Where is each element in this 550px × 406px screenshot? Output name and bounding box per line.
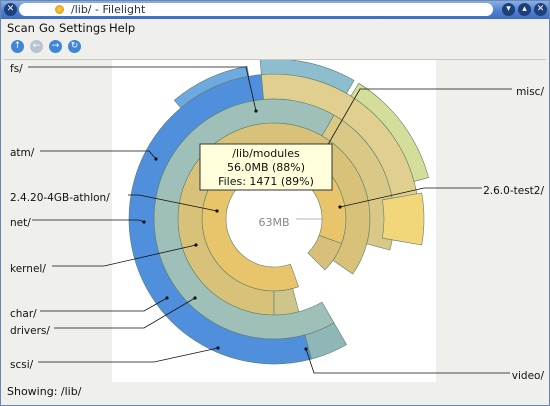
menu-bar: Scan Go Settings Help (1, 19, 549, 37)
minimize-button[interactable]: ▾ (502, 3, 515, 16)
tooltip-files: Files: 1471 (89%) (218, 175, 314, 188)
title-pill: /lib/ - Filelight (19, 3, 493, 16)
close-button[interactable]: ✕ (4, 3, 17, 16)
leader-line-test2 (339, 187, 482, 208)
folder-label-fs[interactable]: fs/ (10, 63, 23, 75)
leader-dot-test2 (338, 205, 342, 209)
segment-ring5-teal[interactable] (304, 322, 347, 360)
radial-map-view[interactable]: fs/atm/2.4.20-4GB-athlon/net/kernel/char… (4, 59, 546, 382)
toolbar: ↑ ← → ↻ (1, 37, 549, 57)
tooltip-path: /lib/modules (232, 147, 300, 160)
segment-fs[interactable] (259, 60, 355, 94)
segment-atm[interactable] (173, 66, 250, 109)
folder-label-athlon[interactable]: 2.4.20-4GB-athlon/ (10, 192, 110, 204)
leader-dot-drivers (193, 296, 197, 300)
maximize-button[interactable]: ▴ (518, 3, 531, 16)
forward-icon[interactable]: → (49, 40, 62, 53)
title-bar[interactable]: ✕ /lib/ - Filelight ▾ ▴ ✕ (1, 1, 549, 19)
tooltip-box (199, 143, 333, 191)
refresh-icon[interactable]: ↻ (68, 40, 81, 53)
folder-label-atm[interactable]: atm/ (10, 147, 35, 159)
leader-line-athlon (128, 194, 218, 212)
leader-line-scsi (38, 347, 219, 363)
back-icon[interactable]: ← (30, 40, 43, 53)
segment-test2[interactable] (381, 192, 425, 246)
leader-dot-scsi (216, 346, 220, 350)
leader-dot-atm (154, 157, 158, 161)
center-size-label: 63MB (258, 216, 289, 229)
window-title: /lib/ - Filelight (71, 3, 146, 16)
leader-line-video (305, 348, 510, 374)
leader-line-atm (40, 150, 157, 160)
menu-settings[interactable]: Settings (59, 21, 107, 35)
folder-label-scsi[interactable]: scsi/ (10, 359, 34, 371)
folder-label-video[interactable]: video/ (512, 370, 545, 382)
menu-go[interactable]: Go (39, 21, 55, 35)
filelight-icon (55, 5, 64, 14)
folder-label-kernel[interactable]: kernel/ (10, 263, 46, 275)
segment-ring5-blue[interactable] (128, 74, 312, 365)
leader-dot-fs (254, 109, 258, 113)
menu-help[interactable]: Help (109, 21, 136, 35)
status-bar-text: Showing: /lib/ (7, 385, 82, 398)
leader-line-drivers (54, 297, 196, 329)
segment-misc[interactable] (350, 82, 429, 182)
close-window-button[interactable]: ✕ (534, 3, 547, 16)
folder-label-test2[interactable]: 2.6.0-test2/ (483, 185, 544, 197)
leader-dot-char (165, 296, 169, 300)
rings[interactable] (128, 60, 429, 365)
tooltip: /lib/modules 56.0MB (88%) Files: 1471 (8… (199, 143, 333, 191)
tooltip-size: 56.0MB (88%) (227, 161, 305, 174)
leader-dot-athlon (215, 209, 219, 213)
folder-label-misc[interactable]: misc/ (516, 86, 544, 98)
folder-label-net[interactable]: net/ (10, 217, 31, 229)
leader-line-fs (28, 66, 257, 112)
menu-scan[interactable]: Scan (7, 21, 35, 35)
segment-modules-small[interactable] (307, 235, 343, 271)
leader-line-net (32, 219, 145, 223)
up-icon[interactable]: ↑ (11, 40, 24, 53)
leader-dot-net (142, 220, 146, 224)
radial-map[interactable]: fs/atm/2.4.20-4GB-athlon/net/kernel/char… (4, 60, 546, 382)
leader-dot-video (304, 347, 308, 351)
leader-line-misc (325, 88, 512, 149)
labels: fs/atm/2.4.20-4GB-athlon/net/kernel/char… (10, 63, 544, 382)
folder-label-drivers[interactable]: drivers/ (10, 325, 50, 337)
leader-line-kernel (52, 244, 197, 267)
leader-dot-kernel (194, 243, 198, 247)
folder-label-char[interactable]: char/ (10, 308, 37, 320)
leader-line-char (40, 297, 168, 312)
